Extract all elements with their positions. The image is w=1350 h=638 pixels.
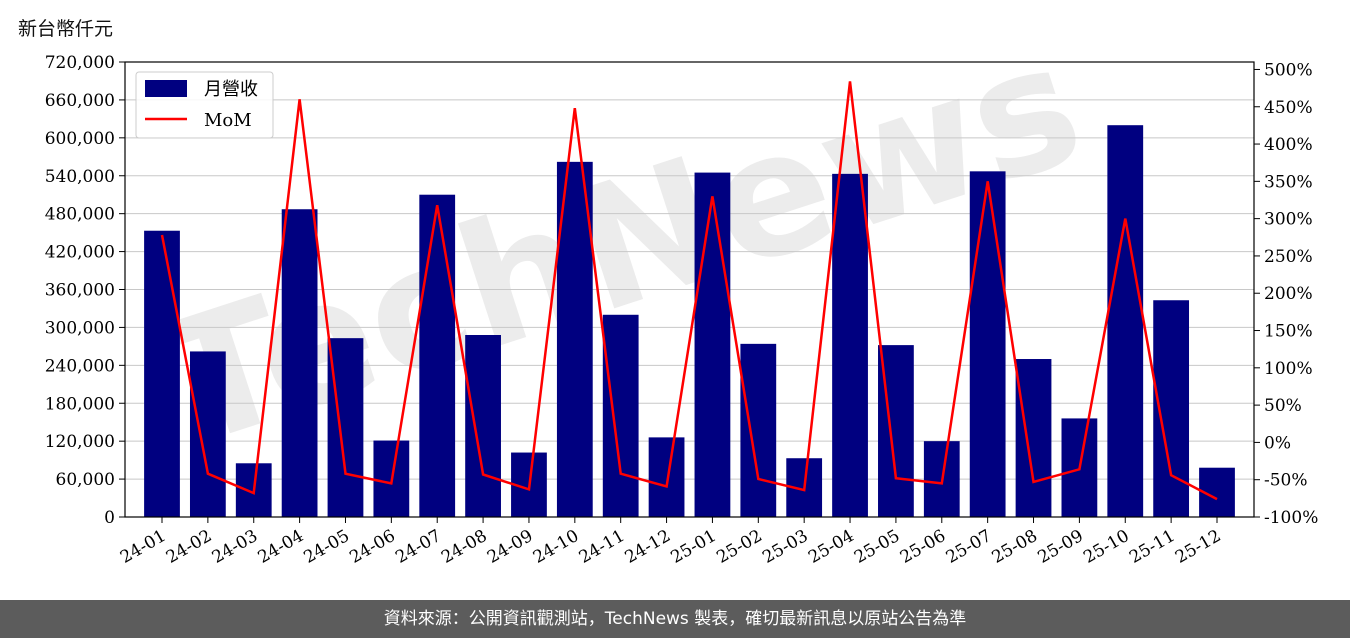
bar-24-11 — [602, 314, 639, 517]
x-tick-label: 25-07 — [943, 526, 995, 568]
x-tick-label: 24-04 — [255, 526, 307, 568]
mom-line-series — [160, 81, 1218, 501]
x-tick-label: 24-03 — [209, 526, 261, 568]
x-tick-label: 24-08 — [438, 526, 490, 568]
bar-25-04 — [832, 173, 868, 517]
x-tick-label: 25-06 — [897, 526, 949, 568]
x-tick-label: 25-02 — [713, 526, 765, 568]
x-tick-label: 24-01 — [117, 526, 169, 568]
right-tick-label: 100% — [1264, 359, 1313, 379]
right-tick-label: 300% — [1264, 210, 1313, 230]
x-tick-label: 25-01 — [667, 526, 719, 568]
bar-25-07 — [969, 171, 1006, 517]
bar-24-04 — [281, 209, 318, 518]
left-tick-label: 480,000 — [45, 205, 115, 225]
bar-25-02 — [740, 343, 777, 517]
left-tick-label: 660,000 — [45, 91, 115, 111]
left-tick-label: 420,000 — [45, 243, 115, 263]
bar-24-08 — [465, 335, 501, 517]
bar-25-08 — [1015, 359, 1052, 517]
right-tick-label: 400% — [1264, 135, 1313, 155]
x-tick-label: 25-05 — [851, 526, 903, 568]
legend-swatch-bar — [145, 80, 187, 97]
bar-24-12 — [648, 437, 685, 517]
x-tick-label: 24-02 — [163, 526, 215, 568]
right-tick-label: 500% — [1264, 60, 1313, 80]
x-tick-label: 25-10 — [1080, 526, 1132, 568]
x-tick-label: 24-11 — [576, 526, 628, 568]
bar-25-01 — [694, 172, 731, 517]
bar-25-10 — [1107, 125, 1144, 517]
right-tick-label: -50% — [1264, 471, 1308, 491]
left-tick-label: 180,000 — [45, 394, 115, 414]
mom-line — [160, 81, 1218, 501]
y-axis-unit-label: 新台幣仟元 — [18, 18, 114, 40]
right-tick-label: 200% — [1264, 284, 1313, 304]
left-tick-label: 0 — [104, 508, 115, 528]
bar-24-02 — [189, 351, 226, 517]
left-tick-label: 240,000 — [45, 356, 115, 376]
left-tick-label: 600,000 — [45, 129, 115, 149]
x-tick-label: 24-09 — [484, 526, 536, 568]
x-tick-label: 25-12 — [1172, 526, 1224, 568]
x-tick-label: 24-12 — [622, 526, 674, 568]
right-tick-label: -100% — [1264, 508, 1318, 528]
revenue-chart: TechNews 060,000120,000180,000240,000300… — [45, 4, 1319, 568]
right-tick-label: 150% — [1264, 322, 1313, 342]
x-tick-label: 25-08 — [989, 526, 1041, 568]
left-tick-label: 720,000 — [45, 53, 115, 73]
bar-24-01 — [144, 230, 180, 517]
left-tick-label: 60,000 — [56, 470, 115, 490]
legend-label-revenue: 月營收 — [204, 79, 258, 100]
right-tick-label: 450% — [1264, 98, 1313, 118]
x-tick-label: 24-07 — [392, 526, 444, 568]
x-tick-label: 24-10 — [530, 526, 582, 568]
right-tick-label: 250% — [1264, 247, 1313, 267]
right-tick-label: 350% — [1264, 172, 1313, 192]
x-tick-label: 24-06 — [346, 526, 398, 568]
x-tick-label: 25-11 — [1126, 526, 1178, 568]
x-tick-label: 25-03 — [759, 526, 811, 568]
x-tick-label: 24-05 — [301, 526, 353, 568]
x-tick-label: 25-04 — [805, 526, 857, 568]
bar-24-10 — [556, 161, 593, 517]
legend: 月營收 MoM — [135, 71, 274, 139]
bar-24-07 — [419, 194, 456, 518]
x-tick-label: 25-09 — [1034, 526, 1086, 568]
right-tick-label: 50% — [1264, 396, 1302, 416]
left-tick-label: 120,000 — [45, 432, 115, 452]
legend-label-mom: MoM — [204, 110, 252, 131]
bar-series — [144, 125, 1235, 518]
right-tick-label: 0% — [1264, 433, 1291, 453]
left-tick-label: 360,000 — [45, 281, 115, 301]
source-footer: 資料來源：公開資訊觀測站，TechNews 製表，確切最新訊息以原站公告為準 — [0, 600, 1350, 638]
left-tick-label: 300,000 — [45, 318, 115, 338]
left-tick-label: 540,000 — [45, 167, 115, 187]
